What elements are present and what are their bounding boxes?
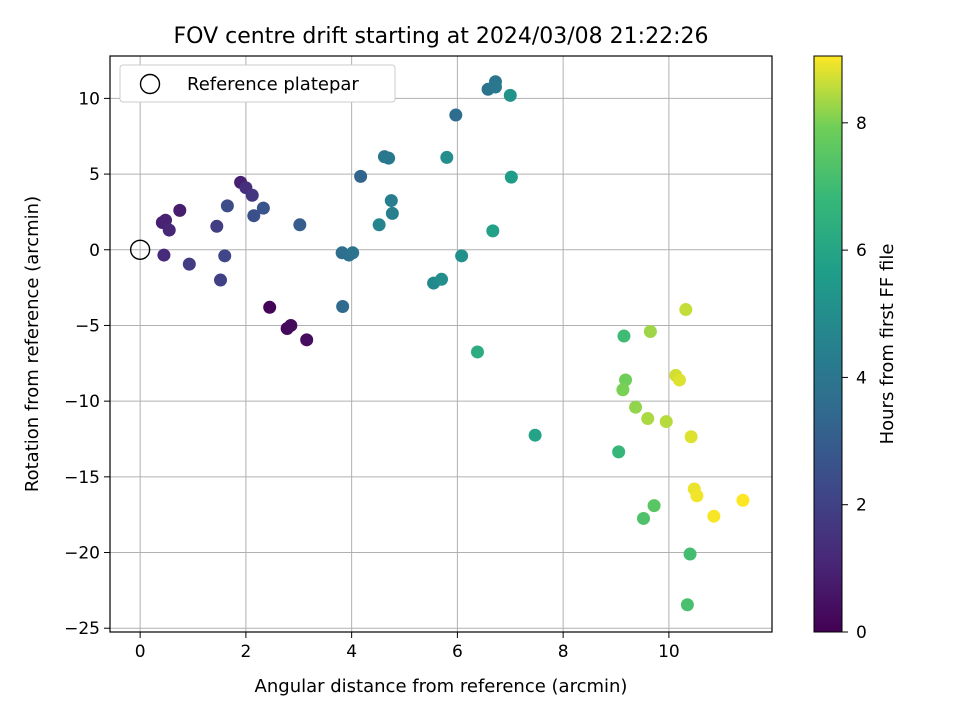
data-point bbox=[707, 509, 721, 523]
data-point bbox=[435, 272, 449, 286]
y-axis: −25 −20 −15 −10 −5 0 5 10 bbox=[64, 89, 110, 639]
y-tick-label: −25 bbox=[64, 619, 100, 639]
colorbar-gradient bbox=[813, 55, 843, 633]
data-point bbox=[503, 88, 517, 102]
y-tick-label: −5 bbox=[75, 316, 100, 336]
data-point bbox=[680, 598, 694, 612]
colorbar-tick-label: 2 bbox=[856, 496, 867, 516]
x-tick-label: 10 bbox=[658, 642, 680, 662]
data-point bbox=[263, 300, 277, 314]
data-point bbox=[382, 151, 396, 165]
data-point bbox=[159, 213, 173, 227]
y-tick-label: 0 bbox=[89, 241, 100, 261]
data-point bbox=[617, 329, 631, 343]
legend: Reference platepar bbox=[119, 64, 396, 103]
data-point bbox=[504, 170, 518, 184]
legend-entry-reference: Reference platepar bbox=[187, 74, 359, 95]
x-tick-label: 0 bbox=[135, 642, 146, 662]
data-point bbox=[385, 206, 399, 220]
data-point bbox=[612, 445, 626, 459]
data-point bbox=[679, 303, 693, 317]
data-point bbox=[162, 223, 176, 237]
data-point bbox=[690, 489, 704, 503]
data-point bbox=[346, 246, 360, 260]
colorbar-tick-label: 8 bbox=[856, 114, 867, 134]
data-point bbox=[528, 428, 542, 442]
data-point bbox=[247, 209, 261, 223]
data-point bbox=[683, 547, 697, 561]
data-point bbox=[256, 201, 270, 215]
data-point bbox=[182, 257, 196, 271]
data-point bbox=[486, 224, 500, 238]
data-point bbox=[384, 194, 398, 208]
colorbar-tick-label: 4 bbox=[856, 368, 867, 388]
data-point bbox=[629, 400, 643, 414]
x-tick-label: 6 bbox=[452, 642, 463, 662]
colorbar-tick-label: 0 bbox=[856, 623, 867, 643]
y-tick-label: 5 bbox=[89, 165, 100, 185]
colorbar-label: Hours from first FF file bbox=[877, 244, 898, 445]
data-point bbox=[218, 249, 232, 263]
data-point bbox=[449, 108, 463, 122]
y-tick-label: −15 bbox=[64, 468, 100, 488]
data-point bbox=[354, 169, 368, 183]
data-point bbox=[641, 412, 655, 426]
data-point bbox=[157, 248, 171, 262]
data-point bbox=[616, 383, 630, 397]
y-tick-label: 10 bbox=[78, 89, 100, 109]
data-point bbox=[293, 218, 307, 232]
plot-points bbox=[129, 75, 750, 612]
data-point bbox=[455, 249, 469, 263]
y-tick-label: −20 bbox=[64, 544, 100, 564]
x-axis: 0 2 4 6 8 10 bbox=[135, 632, 680, 662]
plot-frame bbox=[109, 55, 773, 633]
data-point bbox=[284, 318, 298, 332]
data-point bbox=[210, 219, 224, 233]
data-point bbox=[220, 199, 234, 213]
data-point bbox=[173, 203, 187, 217]
x-axis-label: Angular distance from reference (arcmin) bbox=[255, 676, 628, 697]
data-point bbox=[470, 345, 484, 359]
data-point bbox=[672, 373, 686, 387]
data-point bbox=[245, 188, 259, 202]
data-point bbox=[214, 273, 228, 287]
chart-title: FOV centre drift starting at 2024/03/08 … bbox=[174, 24, 709, 49]
colorbar: 0 2 4 6 8 Hours from first FF file bbox=[813, 55, 898, 643]
reference-platepar-marker bbox=[129, 239, 151, 260]
colorbar-tick-label: 6 bbox=[856, 241, 867, 261]
x-tick-label: 4 bbox=[346, 642, 357, 662]
data-point bbox=[488, 80, 502, 94]
data-point bbox=[619, 373, 633, 387]
data-point bbox=[647, 499, 661, 513]
data-point bbox=[643, 325, 657, 339]
x-tick-label: 8 bbox=[558, 642, 569, 662]
grid-lines bbox=[110, 56, 772, 632]
colorbar-ticks: 0 2 4 6 8 bbox=[842, 114, 867, 643]
data-point bbox=[372, 218, 386, 232]
data-point bbox=[300, 333, 314, 347]
x-tick-label: 2 bbox=[240, 642, 251, 662]
data-point bbox=[736, 493, 750, 507]
legend-open-circle-marker bbox=[139, 73, 161, 95]
data-point bbox=[659, 415, 673, 429]
y-tick-label: −10 bbox=[64, 392, 100, 412]
data-point bbox=[440, 150, 454, 164]
y-axis-label: Rotation from reference (arcmin) bbox=[22, 196, 43, 492]
data-point bbox=[684, 430, 698, 444]
data-point bbox=[336, 300, 350, 314]
data-point bbox=[637, 511, 651, 525]
legend-box bbox=[119, 64, 396, 103]
